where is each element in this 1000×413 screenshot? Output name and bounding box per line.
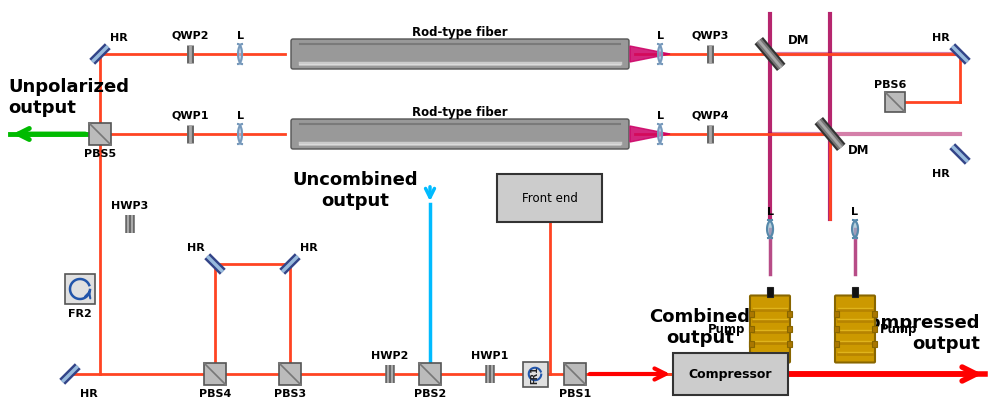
Text: Pump: Pump <box>880 323 917 336</box>
Bar <box>497 175 602 223</box>
Text: L: L <box>656 111 664 121</box>
Bar <box>748 326 754 332</box>
Text: Compressed
output: Compressed output <box>856 313 980 352</box>
Text: DM: DM <box>848 143 870 156</box>
Text: HWP3: HWP3 <box>111 201 149 211</box>
Text: HR: HR <box>932 33 950 43</box>
Bar <box>786 326 792 332</box>
Bar <box>522 362 548 387</box>
Bar <box>564 363 586 385</box>
Text: QWP3: QWP3 <box>691 31 729 41</box>
Text: L: L <box>656 31 664 41</box>
Text: QWP4: QWP4 <box>691 111 729 121</box>
Bar <box>748 311 754 317</box>
Text: HR: HR <box>110 33 128 43</box>
Text: Rod-type fiber: Rod-type fiber <box>412 106 508 119</box>
Bar <box>204 363 226 385</box>
Text: HR: HR <box>300 242 318 252</box>
Text: QWP2: QWP2 <box>171 31 209 41</box>
Text: FR2: FR2 <box>68 308 92 318</box>
Polygon shape <box>630 127 670 142</box>
Text: Uncombined
output: Uncombined output <box>292 171 418 209</box>
Bar <box>767 287 773 297</box>
Bar <box>89 124 111 146</box>
Text: Front end: Front end <box>522 192 577 205</box>
Text: L: L <box>237 31 244 41</box>
Bar <box>279 363 301 385</box>
Text: PBS3: PBS3 <box>274 388 306 398</box>
Polygon shape <box>630 47 670 63</box>
Text: HWP2: HWP2 <box>371 350 409 360</box>
Bar <box>786 341 792 347</box>
FancyBboxPatch shape <box>291 40 629 70</box>
FancyBboxPatch shape <box>291 120 629 150</box>
Text: PBS6: PBS6 <box>874 80 906 90</box>
Text: Combined
output: Combined output <box>650 307 750 346</box>
Text: HR: HR <box>80 388 98 398</box>
Text: L: L <box>852 206 858 216</box>
Text: DM: DM <box>788 33 810 46</box>
Text: Rod-type fiber: Rod-type fiber <box>412 26 508 39</box>
Text: L: L <box>767 206 774 216</box>
Bar <box>852 287 858 297</box>
Bar <box>872 326 876 332</box>
Bar <box>872 311 876 317</box>
Bar <box>672 353 788 395</box>
Text: QWP1: QWP1 <box>171 111 209 121</box>
Bar <box>65 274 95 304</box>
Bar <box>885 93 905 113</box>
Text: PBS1: PBS1 <box>559 388 591 398</box>
Text: Unpolarized
output: Unpolarized output <box>8 78 129 117</box>
Text: PBS2: PBS2 <box>414 388 446 398</box>
Bar <box>748 341 754 347</box>
Text: L: L <box>237 111 244 121</box>
Text: HWP1: HWP1 <box>471 350 509 360</box>
Text: PBS4: PBS4 <box>199 388 231 398</box>
Bar <box>419 363 441 385</box>
Bar <box>834 311 838 317</box>
Text: HR: HR <box>932 169 950 178</box>
Text: PBS5: PBS5 <box>84 149 116 159</box>
Text: FR1: FR1 <box>530 365 540 383</box>
FancyBboxPatch shape <box>835 296 875 363</box>
Bar <box>872 341 876 347</box>
FancyBboxPatch shape <box>750 296 790 363</box>
Bar <box>786 311 792 317</box>
Bar <box>834 341 838 347</box>
Text: Compressor: Compressor <box>688 368 772 380</box>
Text: HR: HR <box>187 242 205 252</box>
Text: Pump: Pump <box>708 323 745 336</box>
Bar <box>834 326 838 332</box>
